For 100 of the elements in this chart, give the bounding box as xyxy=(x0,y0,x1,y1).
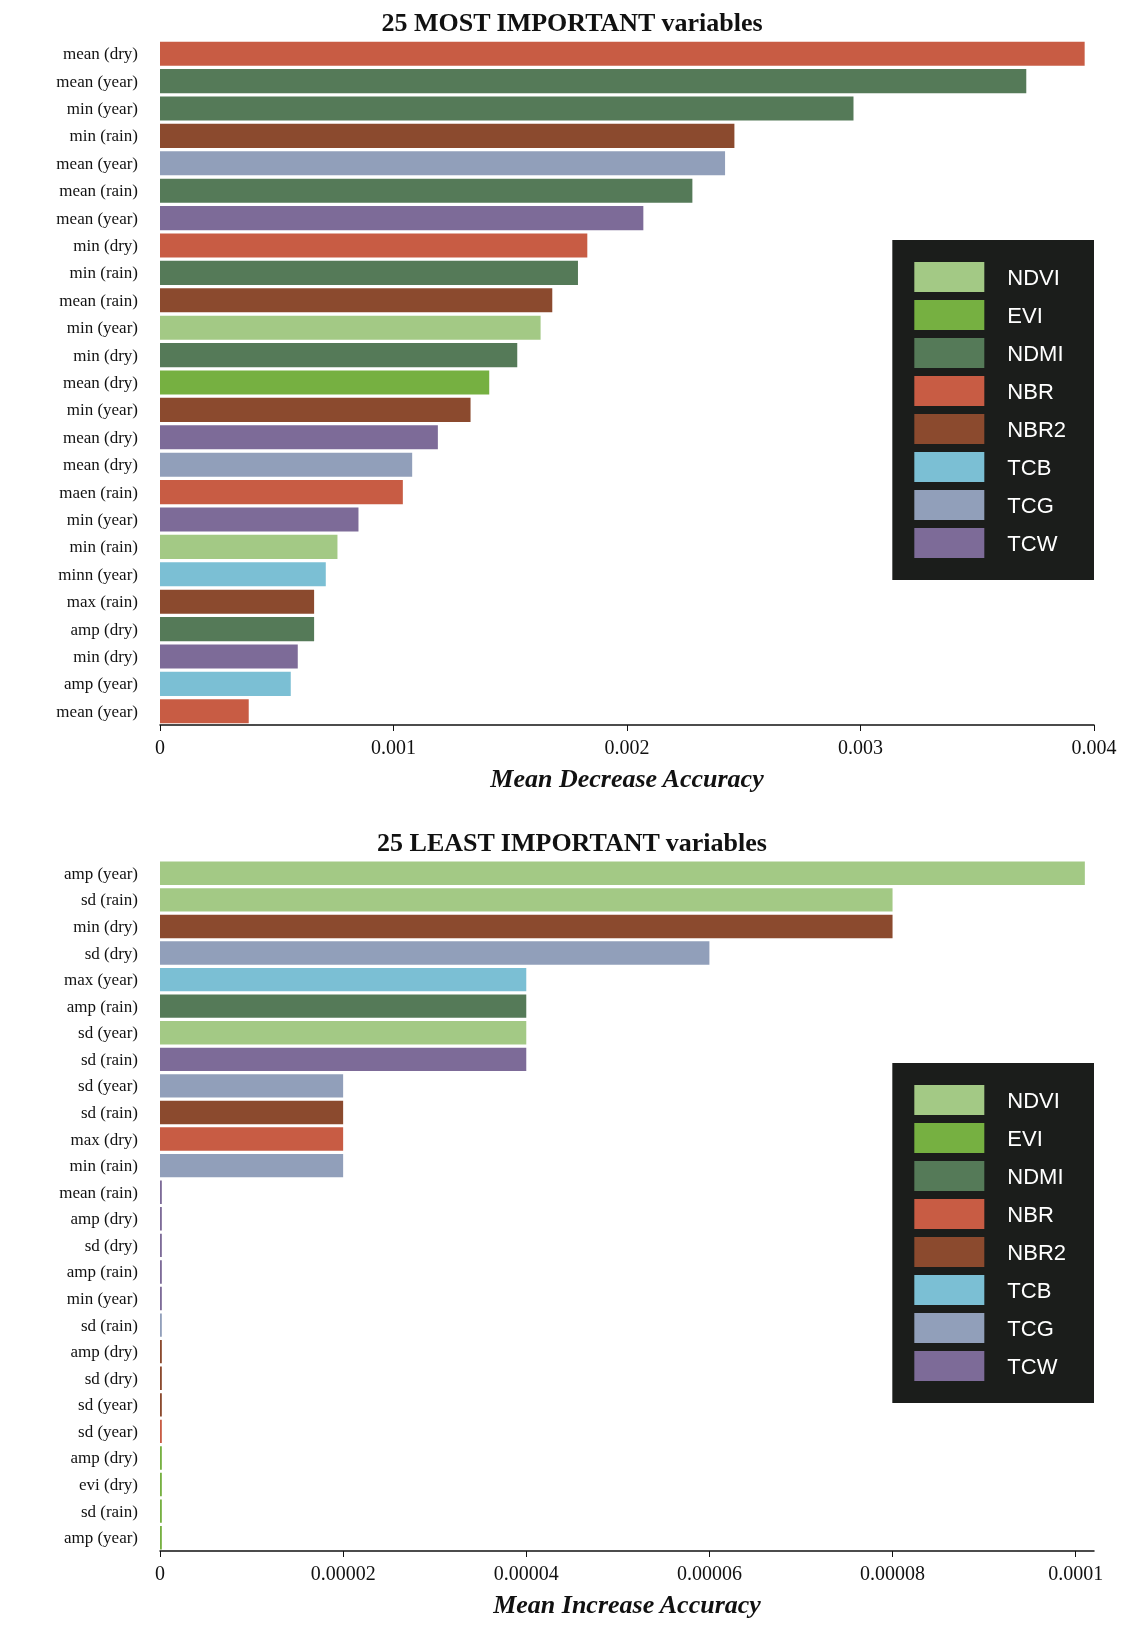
y-tick-label: mean (rain) xyxy=(59,290,138,310)
y-tick-label: sd (dry) xyxy=(84,1368,138,1388)
bar xyxy=(160,315,541,340)
y-tick-label: amp (dry) xyxy=(70,1448,138,1468)
bar xyxy=(160,888,893,912)
y-tick-label: amp (rain) xyxy=(66,1262,138,1282)
y-tick-label: mean (dry) xyxy=(62,455,138,475)
y-tick-label: min (dry) xyxy=(73,345,138,365)
bar xyxy=(160,1047,527,1072)
bar xyxy=(160,507,359,532)
bar xyxy=(160,343,518,368)
y-tick-label: mean (rain) xyxy=(59,1182,138,1202)
bar xyxy=(160,994,527,1018)
bar xyxy=(160,1021,527,1045)
y-tick-label: min (year) xyxy=(66,1289,138,1309)
bar xyxy=(160,370,490,395)
y-tick-label: sd (rain) xyxy=(80,1102,138,1122)
legend-label: TCW xyxy=(1007,530,1058,556)
y-tick-label: min (year) xyxy=(66,400,138,420)
y-tick-label: mean (year) xyxy=(56,153,138,173)
y-tick-label: min (rain) xyxy=(69,126,138,146)
x-tick-label: 0.0001 xyxy=(1048,1562,1104,1584)
legend-label: NDVI xyxy=(1007,264,1060,290)
legend-label: NBR2 xyxy=(1007,1239,1066,1265)
legend-label: NDMI xyxy=(1007,1163,1064,1189)
bar xyxy=(160,1153,344,1178)
bar xyxy=(160,206,644,231)
bar xyxy=(160,671,291,696)
y-tick-label: min (rain) xyxy=(69,1156,138,1176)
y-tick-label: sd (rain) xyxy=(80,890,138,910)
bar xyxy=(160,260,578,285)
y-tick-label: min (year) xyxy=(66,318,138,338)
bar xyxy=(160,288,553,313)
y-tick-label: max (rain) xyxy=(66,592,138,612)
y-tick-label: amp (dry) xyxy=(70,619,138,639)
bar xyxy=(160,562,326,587)
bar xyxy=(160,941,710,965)
y-tick-label: amp (year) xyxy=(63,674,138,694)
y-tick-label: mean (year) xyxy=(56,71,138,91)
y-tick-label: maen (rain) xyxy=(59,482,138,502)
legend-label: EVI xyxy=(1007,1125,1043,1151)
legend-label: TCB xyxy=(1007,454,1052,480)
y-tick-label: sd (rain) xyxy=(80,1049,138,1069)
bar xyxy=(160,1074,344,1098)
bar xyxy=(160,644,298,669)
x-tick-label: 0.001 xyxy=(371,736,416,758)
bar xyxy=(160,589,315,614)
y-tick-label: sd (rain) xyxy=(80,1315,138,1335)
legend-label: TCB xyxy=(1007,1277,1052,1303)
x-tick-label: 0.004 xyxy=(1071,736,1117,758)
bar xyxy=(160,178,693,203)
legend-label: TCW xyxy=(1007,1353,1058,1379)
bar xyxy=(160,1127,344,1151)
bar xyxy=(160,41,1085,66)
y-tick-label: mean (year) xyxy=(56,208,138,228)
x-tick-label: 0.002 xyxy=(604,736,650,758)
y-tick-label: min (year) xyxy=(66,510,138,529)
bar xyxy=(160,914,893,939)
y-tick-label: mean (dry) xyxy=(62,373,138,392)
x-axis-title: Mean Decrease Accuracy xyxy=(489,763,765,793)
y-tick-label: sd (rain) xyxy=(80,1501,138,1521)
legend-label: NDVI xyxy=(1007,1087,1060,1113)
y-tick-label: mean (dry) xyxy=(62,427,138,447)
bar xyxy=(160,1100,344,1125)
bar xyxy=(160,534,338,559)
legend-label: NBR2 xyxy=(1007,416,1066,442)
bar xyxy=(160,967,527,992)
legend-label: TCG xyxy=(1007,1315,1054,1341)
y-tick-label: max (dry) xyxy=(70,1129,138,1149)
bar xyxy=(160,123,735,148)
y-tick-label: sd (year) xyxy=(78,1023,138,1043)
bar xyxy=(160,233,588,258)
y-tick-label: sd (year) xyxy=(78,1076,138,1096)
y-tick-label: min (year) xyxy=(66,99,138,118)
legend-label: TCG xyxy=(1007,492,1054,518)
x-tick-label: 0.00004 xyxy=(493,1562,559,1584)
y-tick-label: minn (year) xyxy=(58,564,138,584)
legend-label: NDMI xyxy=(1007,340,1064,366)
bar xyxy=(160,151,726,176)
x-tick-label: 0 xyxy=(155,1562,165,1584)
y-tick-label: min (dry) xyxy=(73,647,138,666)
y-tick-label: min (rain) xyxy=(69,263,138,283)
x-tick-label: 0 xyxy=(155,736,165,758)
y-tick-label: amp (year) xyxy=(63,1528,138,1548)
y-tick-label: amp (rain) xyxy=(66,996,138,1016)
y-tick-label: min (dry) xyxy=(73,916,138,936)
x-tick-label: 0.003 xyxy=(838,736,883,758)
chart-title: 25 MOST IMPORTANT variables xyxy=(381,7,763,37)
y-tick-label: sd (dry) xyxy=(84,943,138,963)
bar xyxy=(160,861,1085,885)
bar xyxy=(160,617,315,642)
x-axis-title: Mean Increase Accuracy xyxy=(492,1589,762,1619)
y-tick-label: mean (year) xyxy=(56,701,138,721)
bar xyxy=(160,425,438,450)
y-tick-label: mean (dry) xyxy=(62,44,138,64)
y-tick-label: min (dry) xyxy=(73,236,138,255)
y-tick-label: max (year) xyxy=(63,970,138,990)
bar xyxy=(160,397,471,422)
y-tick-label: amp (dry) xyxy=(70,1342,138,1362)
bar xyxy=(160,96,854,121)
